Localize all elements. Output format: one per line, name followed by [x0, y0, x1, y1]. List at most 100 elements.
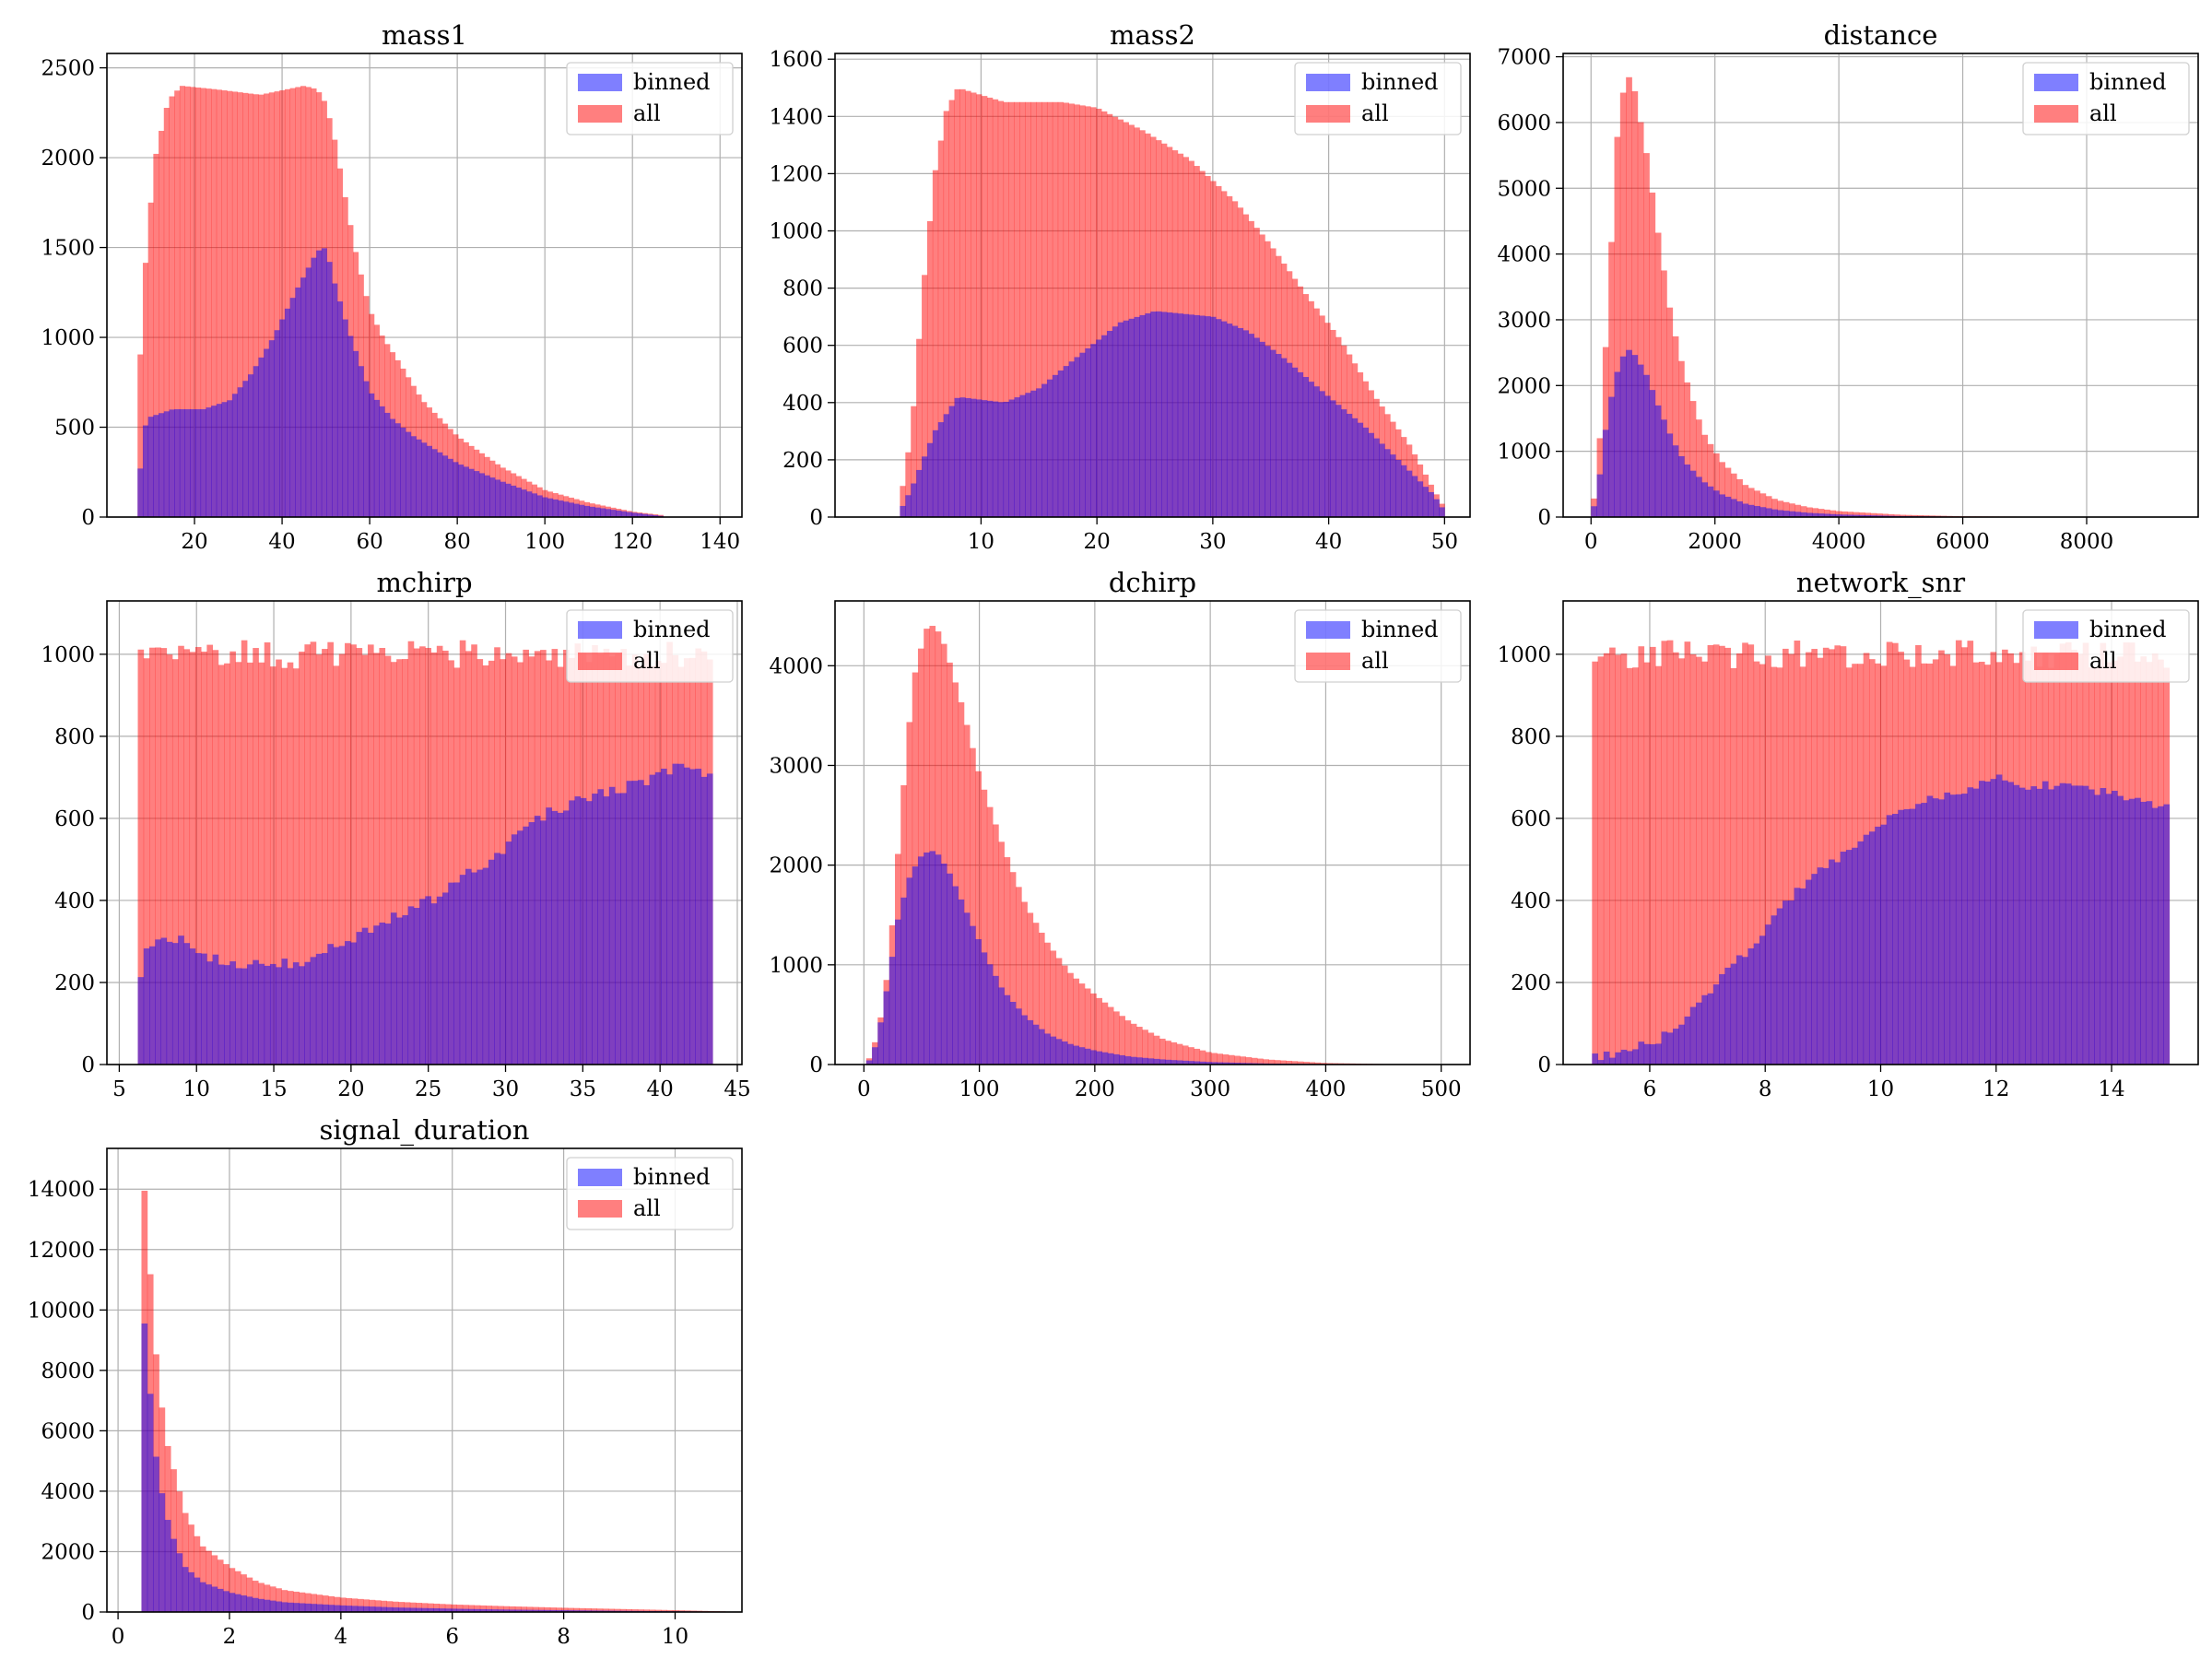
binned-bar — [1853, 514, 1860, 517]
all-bar — [509, 1606, 516, 1612]
all-bar — [556, 1607, 562, 1612]
all-bar — [264, 641, 271, 1065]
y-tick-label: 800 — [782, 277, 823, 301]
legend-swatch-binned — [2034, 74, 2078, 91]
all-bar — [1176, 1043, 1183, 1065]
all-bar — [374, 1600, 382, 1612]
binned-bar — [1041, 383, 1048, 517]
binned-series — [137, 763, 713, 1065]
binned-bar — [334, 1605, 341, 1612]
binned-bar — [289, 298, 296, 517]
binned-bar — [1707, 993, 1714, 1065]
all-bar — [421, 1603, 429, 1612]
binned-bar — [993, 975, 999, 1065]
binned-bar — [468, 468, 475, 517]
binned-bar — [1057, 370, 1065, 517]
all-bar — [142, 263, 149, 517]
all-bar — [351, 1598, 359, 1612]
binned-bar — [456, 1608, 464, 1612]
binned-bar — [2048, 789, 2054, 1065]
binned-bar — [1915, 804, 1922, 1065]
x-tick-label: 40 — [268, 530, 295, 554]
binned-bar — [1771, 509, 1778, 517]
all-bar — [1626, 667, 1633, 1065]
legend-label-binned: binned — [1361, 617, 1439, 642]
binned-bar — [1984, 781, 1991, 1065]
all-bar — [206, 88, 212, 517]
all-bar — [413, 648, 420, 1065]
binned-bar — [500, 853, 507, 1065]
x-tick-label: 10 — [1867, 1077, 1894, 1101]
binned-bar — [2053, 785, 2061, 1065]
binned-bar — [436, 896, 443, 1065]
all-bar — [1286, 1060, 1292, 1065]
binned-bar — [965, 397, 971, 517]
binned-bar — [1794, 512, 1802, 517]
all-series — [1591, 76, 2174, 518]
binned-bar — [1603, 1051, 1610, 1065]
binned-bar — [194, 953, 202, 1065]
binned-bar — [1972, 788, 1980, 1065]
binned-bar — [201, 953, 207, 1065]
all-bar — [935, 631, 942, 1065]
binned-bar — [390, 912, 397, 1065]
all-bar — [479, 1605, 487, 1612]
binned-bar — [182, 1567, 189, 1612]
all-bar — [386, 1601, 394, 1612]
binned-bar — [264, 348, 270, 517]
binned-bar — [169, 409, 175, 517]
all-bar — [345, 642, 351, 1065]
binned-bar — [300, 277, 307, 517]
all-bar — [1776, 667, 1783, 1065]
y-tick-label: 200 — [782, 449, 823, 473]
binned-bar — [1995, 774, 2003, 1065]
all-bar — [189, 652, 196, 1065]
binned-bar — [1672, 445, 1679, 517]
binned-bar — [1938, 799, 1945, 1065]
binned-bar — [1240, 1063, 1246, 1065]
all-bar — [986, 806, 994, 1065]
all-bar — [1620, 653, 1628, 1065]
all-bar — [183, 649, 191, 1065]
all-bar — [952, 682, 959, 1065]
all-bar — [1124, 1020, 1132, 1065]
binned-bar — [610, 510, 617, 517]
binned-bar — [1176, 1060, 1183, 1065]
binned-bar — [1812, 512, 1819, 517]
all-bar — [1661, 641, 1668, 1065]
binned-bar — [416, 439, 422, 517]
all-bar — [1893, 514, 1900, 517]
all-bar — [1297, 1061, 1304, 1065]
binned-bar — [1068, 361, 1075, 517]
binned-bar — [1978, 781, 1985, 1065]
binned-bar — [986, 964, 994, 1065]
binned-bar — [1747, 504, 1755, 517]
all-bar — [1719, 462, 1725, 517]
x-tick-label: 2 — [223, 1625, 237, 1649]
all-bar — [1025, 101, 1031, 518]
all-bar — [258, 1583, 265, 1612]
binned-bar — [544, 1609, 551, 1612]
y-tick-label: 5000 — [1497, 177, 1551, 201]
binned-bar — [1281, 358, 1288, 517]
binned-bar — [427, 1607, 434, 1612]
binned-bar — [591, 1610, 597, 1612]
binned-bar — [174, 409, 181, 517]
binned-bar — [620, 793, 628, 1065]
binned-bar — [2041, 781, 2049, 1065]
binned-bar — [1608, 396, 1615, 517]
all-bar — [1130, 1023, 1137, 1065]
all-bar — [948, 100, 955, 517]
binned-bar — [369, 1606, 376, 1612]
binned-bar — [478, 473, 485, 517]
all-bar — [1291, 1061, 1299, 1065]
binned-bar — [137, 468, 144, 517]
binned-bar — [579, 1610, 586, 1612]
binned-bar — [462, 1608, 469, 1612]
binned-series — [865, 851, 1442, 1065]
all-bar — [274, 91, 280, 518]
binned-bar — [511, 834, 518, 1065]
binned-bar — [1159, 1059, 1166, 1065]
axes-frame — [106, 600, 743, 1065]
all-bar — [237, 92, 243, 517]
